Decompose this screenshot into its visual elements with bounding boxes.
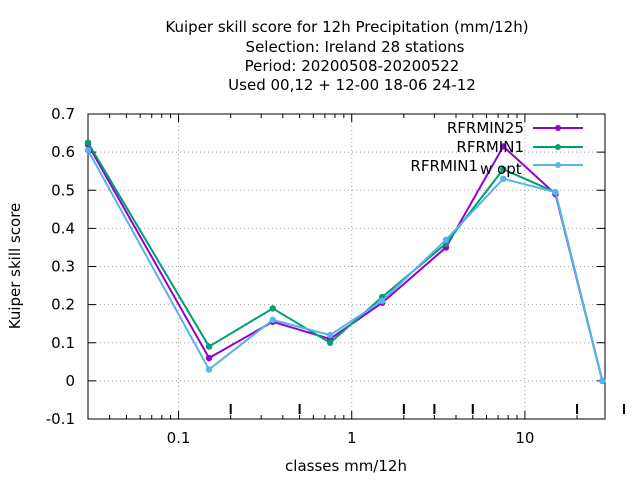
x-axis-label: classes mm/12h	[285, 457, 407, 475]
y-tick-label: 0	[65, 372, 75, 390]
legend-entry-rfrmin25: RFRMIN25	[447, 119, 583, 137]
data-point	[443, 237, 449, 243]
y-tick-label: 0.4	[51, 219, 75, 237]
data-point	[270, 317, 276, 323]
legend-label-rfrmin1-wopt-subscript: w opt	[480, 160, 522, 178]
data-point	[85, 139, 91, 145]
legend-label-rfrmin1-wopt: RFRMIN1	[410, 157, 478, 175]
data-point	[206, 343, 212, 349]
series-line	[88, 143, 602, 381]
title-line-2: Selection: Ireland 28 stations	[246, 38, 465, 56]
data-point	[552, 189, 558, 195]
data-point	[206, 366, 212, 372]
y-tick-label: 0.7	[51, 105, 75, 123]
x-tick-label: 1	[347, 429, 357, 447]
legend-label-rfrmin1: RFRMIN1	[456, 138, 524, 156]
legend-label-rfrmin25: RFRMIN25	[447, 119, 524, 137]
data-point	[599, 378, 605, 384]
data-point	[206, 355, 212, 361]
chart-title: Kuiper skill score for 12h Precipitation…	[165, 18, 528, 94]
data-point	[270, 305, 276, 311]
y-tick-label: 0.1	[51, 334, 75, 352]
legend-entry-rfrmin1-wopt: RFRMIN1 w opt	[410, 157, 583, 178]
y-tick-label: 0.3	[51, 258, 75, 276]
legend-marker-rfrmin25	[555, 125, 561, 131]
y-tick-label: 0.5	[51, 181, 75, 199]
legend-marker-rfrmin1-wopt	[555, 162, 561, 168]
series-1	[85, 139, 606, 384]
title-line-3: Period: 20200508-20200522	[245, 57, 460, 75]
legend-marker-rfrmin1	[555, 144, 561, 150]
y-tick-label: -0.1	[46, 410, 75, 428]
series	[85, 139, 606, 384]
y-tick-label: 0.2	[51, 296, 75, 314]
data-point	[379, 298, 385, 304]
legend: RFRMIN25 RFRMIN1 RFRMIN1 w opt	[410, 119, 583, 178]
x-tick-label: 10	[515, 429, 534, 447]
grid	[88, 114, 605, 419]
series-2	[85, 147, 606, 384]
data-point	[327, 340, 333, 346]
legend-entry-rfrmin1: RFRMIN1	[456, 138, 583, 156]
data-point	[327, 332, 333, 338]
data-point	[85, 147, 91, 153]
plot-frame	[88, 114, 605, 419]
y-axis-label: Kuiper skill score	[6, 203, 24, 330]
title-line-1: Kuiper skill score for 12h Precipitation…	[165, 18, 528, 36]
y-tick-label: 0.6	[51, 143, 75, 161]
series-0	[85, 141, 606, 384]
title-line-4: Used 00,12 + 12-00 18-06 24-12	[228, 76, 476, 94]
x-tick-label: 0.1	[167, 429, 191, 447]
